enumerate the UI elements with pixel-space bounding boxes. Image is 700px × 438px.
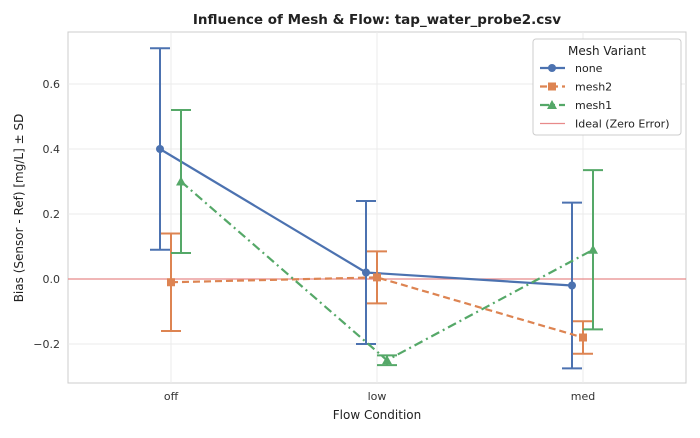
legend-title: Mesh Variant	[568, 44, 646, 58]
legend-marker	[548, 64, 556, 72]
data-point	[362, 268, 370, 277]
legend-label: none	[575, 62, 603, 75]
data-point	[579, 333, 587, 342]
series-mesh1	[171, 109, 603, 367]
legend-label: mesh2	[575, 81, 612, 94]
legend-marker	[548, 82, 556, 91]
x-tick-label: off	[164, 390, 179, 403]
data-point	[588, 244, 598, 254]
y-tick-label: 0.6	[43, 78, 61, 91]
chart-title: Influence of Mesh & Flow: tap_water_prob…	[193, 12, 561, 28]
y-tick-label: 0.4	[43, 143, 61, 156]
series-none	[150, 47, 582, 370]
series-line	[170, 276, 584, 339]
legend-label: Ideal (Zero Error)	[575, 118, 670, 131]
data-point	[156, 145, 164, 153]
legend-box	[532, 38, 682, 136]
x-tick-label: med	[571, 390, 595, 403]
data-point	[176, 176, 186, 186]
y-tick-label: 0.0	[43, 273, 61, 286]
data-point	[167, 278, 175, 287]
legend-marker	[547, 100, 557, 109]
legend: Mesh Variant none mesh2 mesh1 Ideal (Zero Er…	[532, 38, 682, 136]
legend-label: mesh1	[575, 99, 612, 112]
data-point	[373, 273, 381, 282]
series-mesh2	[161, 232, 593, 355]
data-point	[568, 281, 576, 290]
y-tick-label: 0.2	[43, 208, 61, 221]
x-axis-label: Flow Condition	[333, 408, 421, 422]
y-axis-label: Bias (Sensor - Ref) [mg/L] ± SD	[12, 114, 26, 303]
y-tick-label: −0.2	[33, 338, 60, 351]
data-point	[382, 355, 392, 365]
x-tick-label: low	[368, 390, 387, 403]
